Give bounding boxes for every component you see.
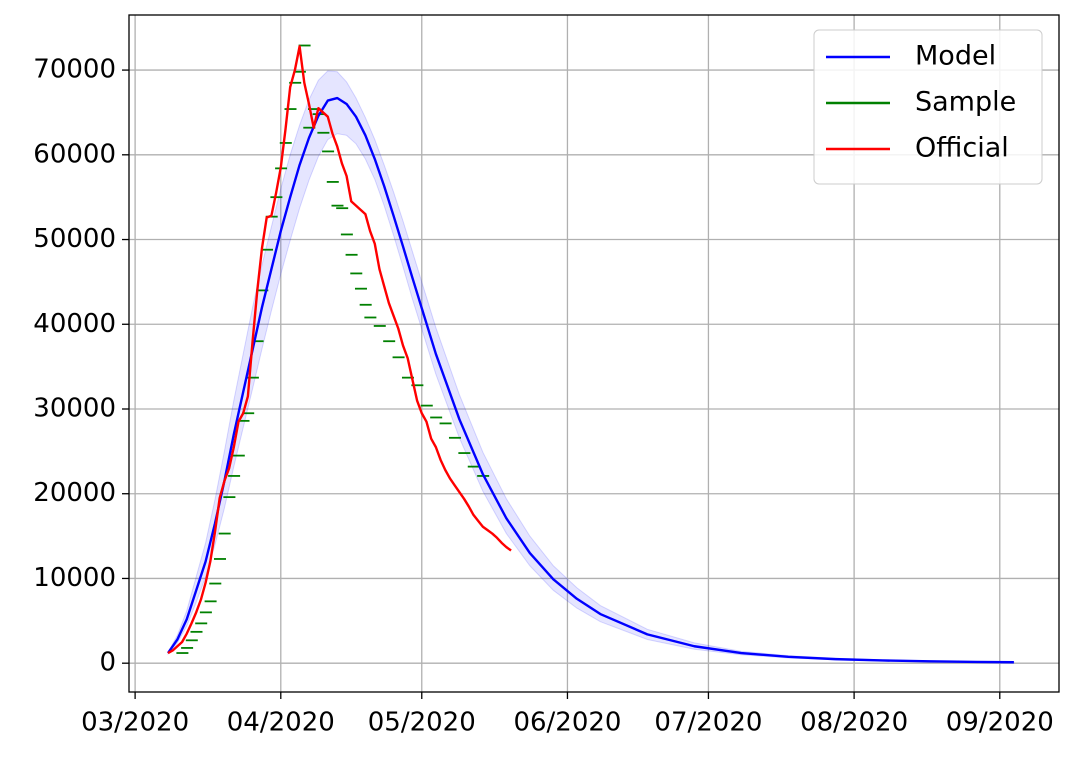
x-tick-label: 08/2020 [800,708,908,738]
x-tick-label: 03/2020 [81,708,189,738]
x-tick-label: 05/2020 [368,708,476,738]
legend-box [813,29,1043,185]
y-tick-label: 10000 [33,563,116,593]
series-line [167,96,1014,664]
confidence-band [167,70,1015,663]
legend-label: Sample [915,87,1016,118]
plot-area [167,44,1015,664]
y-tick-label: 70000 [33,55,116,85]
series-line [167,45,512,655]
y-tick-label: 0 [99,648,116,678]
x-tick-label: 06/2020 [513,708,621,738]
y-tick-label: 50000 [33,224,116,254]
x-tick-label: 07/2020 [654,708,762,738]
y-tick-label: 20000 [33,478,116,508]
x-tick-label: 04/2020 [227,708,335,738]
legend-label: Official [915,133,1009,164]
legend-label: Model [915,41,996,72]
y-tick-label: 60000 [33,139,116,169]
y-tick-label: 40000 [33,309,116,339]
plot-frame [128,14,1060,693]
y-tick-label: 30000 [33,393,116,423]
x-tick-label: 09/2020 [946,708,1054,738]
